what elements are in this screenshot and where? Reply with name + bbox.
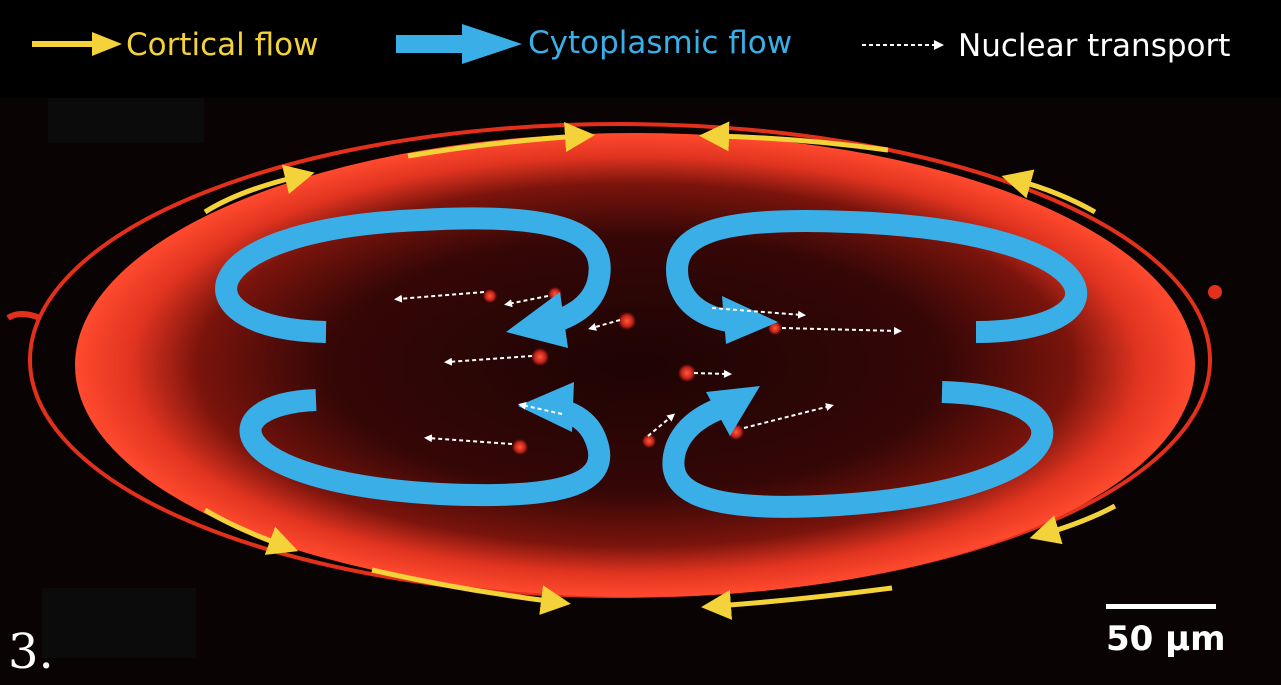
scale-bar-line [1106,604,1216,609]
nuclear-transport-arrow-icon [862,40,944,50]
scale-bar: 50 µm [1106,604,1226,659]
nuclear-transport-arrow-icon [693,369,732,378]
cytoplasmic-flow-arrow-icon [662,381,1054,518]
cortical-flow-arrow-icon [371,567,571,616]
cortical-flow-arrow-icon [203,164,315,215]
legend-cytoplasmic-label: Cytoplasmic flow [528,25,792,61]
cortical-flow-arrow-icon [32,32,122,56]
cortical-flow-arrow-icon [407,122,595,159]
scale-bar-label: 50 µm [1106,619,1226,659]
cytoplasmic-flow-arrows [215,207,1087,518]
nuclear-transport-arrows [394,291,902,445]
nuclei [483,287,782,455]
cytoplasmic-flow-arrow-icon [215,207,611,348]
nuclear-transport-arrow-icon [647,413,676,437]
micrograph: 50 µm 3. [0,98,1281,685]
nuclear-transport-arrow-icon [444,355,533,366]
nuclear-transport-arrow-icon [424,434,513,445]
cortical-flow-arrow-icon [1001,169,1097,215]
panel-label: 3. [8,624,54,680]
nucleus [618,312,636,330]
legend-nuclear: Nuclear transport [862,28,1230,64]
nuclear-transport-arrow-icon [743,403,834,429]
nucleus [483,289,497,303]
legend: Cortical flow Cytoplasmic flow Nuclear t… [32,24,1230,64]
nuclear-transport-arrow-icon [394,291,485,303]
legend-nuclear-label: Nuclear transport [958,28,1230,64]
nuclear-transport-arrow-icon [781,326,902,335]
nucleus [678,364,696,382]
nuclear-transport-arrow-icon [588,319,621,331]
nucleus [642,434,656,448]
cytoplasmic-flow-arrow-icon [666,209,1087,344]
legend-cortical: Cortical flow [32,27,318,63]
cortical-flow-arrow-icon [1029,503,1117,545]
cytoplasmic-flow-arrow-icon [396,24,522,64]
nuclear-transport-arrow-icon [711,307,806,319]
cytoplasmic-flow-arrow-icon [239,382,611,507]
cortical-flow-arrow-icon [701,585,893,620]
legend-cytoplasmic: Cytoplasmic flow [396,24,792,64]
nucleus [512,439,528,455]
nucleus [531,348,549,366]
cortical-flow-arrows [203,121,1117,620]
cortical-flow-arrow-icon [203,507,299,555]
legend-cortical-label: Cortical flow [126,27,318,63]
cortical-flow-arrow-icon [699,121,889,153]
